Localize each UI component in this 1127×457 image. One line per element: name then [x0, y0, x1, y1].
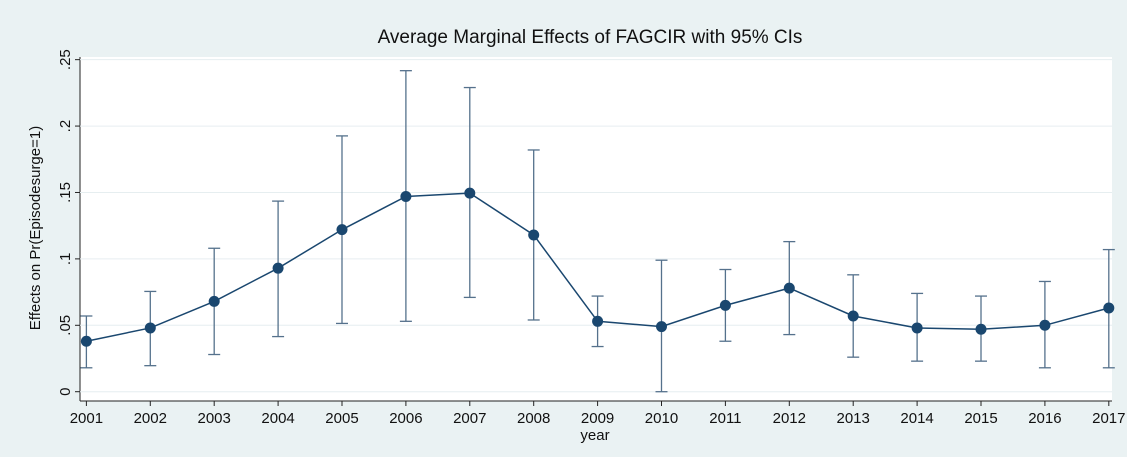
effect-point: [528, 229, 540, 241]
x-tick-label: 2008: [517, 410, 550, 427]
x-tick-label: 2013: [837, 410, 870, 427]
y-tick-label: 0: [57, 388, 74, 396]
effect-point: [911, 322, 923, 334]
x-tick-label: 2004: [261, 410, 294, 427]
x-tick-label: 2003: [198, 410, 231, 427]
plot-area: [80, 57, 1112, 401]
effect-point: [336, 224, 348, 236]
x-tick-label: 2009: [581, 410, 614, 427]
effect-point: [719, 299, 731, 311]
y-axis-title: Effects on Pr(Episodesurge=1): [27, 126, 44, 330]
effect-point: [464, 187, 476, 199]
effect-point: [847, 310, 859, 322]
x-tick-label: 2012: [773, 410, 806, 427]
effect-point: [655, 321, 667, 333]
effect-point: [1103, 302, 1115, 314]
x-tick-label: 2010: [645, 410, 678, 427]
x-tick-label: 2005: [325, 410, 358, 427]
x-tick-label: 2015: [964, 410, 997, 427]
effect-point: [80, 335, 92, 347]
y-tick-label: .2: [57, 120, 74, 133]
y-tick-label: .05: [57, 315, 74, 336]
x-tick-label: 2007: [453, 410, 486, 427]
x-tick-label: 2002: [134, 410, 167, 427]
effect-point: [400, 190, 412, 202]
y-tick-label: .1: [57, 253, 74, 266]
effect-point: [272, 262, 284, 274]
x-tick-label: 2011: [709, 410, 741, 427]
y-tick-label: .15: [57, 182, 74, 203]
y-tick-label: .25: [57, 49, 74, 70]
x-tick-label: 2017: [1092, 410, 1125, 427]
effect-point: [592, 315, 604, 327]
x-tick-label: 2016: [1028, 410, 1061, 427]
x-axis-title: year: [580, 427, 609, 444]
effect-point: [783, 282, 795, 294]
effect-point: [144, 322, 156, 334]
effect-point: [1039, 319, 1051, 331]
effect-point: [975, 323, 987, 335]
x-tick-label: 2006: [389, 410, 422, 427]
x-tick-label: 2014: [900, 410, 933, 427]
x-tick-label: 2001: [70, 410, 103, 427]
effect-point: [208, 295, 220, 307]
chart-title: Average Marginal Effects of FAGCIR with …: [378, 27, 803, 48]
